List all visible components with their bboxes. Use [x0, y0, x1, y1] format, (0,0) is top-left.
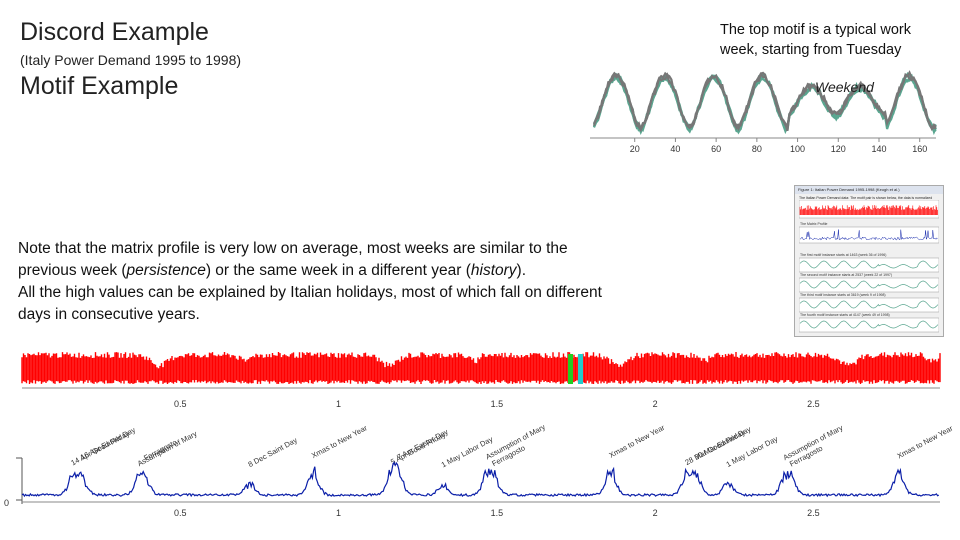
- holiday-annotation: 7 Apr Easter Day: [395, 427, 450, 462]
- thumbnail-caption-4: The fourth motif instance starts at 4147…: [800, 313, 890, 317]
- thumbnail-mp-caption: The Matrix Profile: [800, 222, 827, 226]
- thumbnail-plots: The Matrix Profile The first motif insta…: [799, 200, 939, 333]
- motif-x-tick-label: 40: [670, 144, 680, 154]
- red-series-path: [21, 352, 941, 384]
- motif-title: Motif Example: [20, 72, 179, 100]
- matrix-profile-line: [21, 461, 940, 498]
- thumb-motif-line: [799, 280, 939, 289]
- motif-lines: [592, 70, 938, 136]
- thumbnail-figure: Figure 1: Italian Power Demand 1995-1998…: [794, 185, 944, 337]
- motif-x-tick-label: 120: [831, 144, 846, 154]
- mp-x-tick-label: 1: [336, 508, 341, 518]
- red-x-tick-label: 1: [336, 399, 341, 409]
- motif-x-tick-label: 100: [790, 144, 805, 154]
- thumb-motif-line: [799, 260, 939, 269]
- holiday-annotation: Xmas to New Year: [896, 423, 955, 460]
- motif-x-tick-label: 140: [871, 144, 886, 154]
- red-x-tick-label: 0.5: [174, 399, 187, 409]
- motif-x-tick-label: 80: [752, 144, 762, 154]
- mp-x-tick-label: 0.5: [174, 508, 187, 518]
- note-line-2: previous week (persistence) or the same …: [18, 262, 526, 279]
- mp-y-label: 0: [4, 498, 9, 508]
- mp-x-tick-label: 2.5: [807, 508, 820, 518]
- motif-instance-line: [592, 70, 937, 133]
- discord-subtitle: (Italy Power Demand 1995 to 1998): [20, 52, 242, 68]
- discord-title: Discord Example: [20, 18, 209, 46]
- note-line-3: All the high values can be explained by …: [18, 284, 602, 301]
- red-x-tick-label: 2: [653, 399, 658, 409]
- thumbnail-caption-3: The third motif instance starts at 3619 …: [800, 293, 886, 297]
- motif-highlight: [578, 354, 583, 384]
- time-series-chart: 0.5 1 1.5 2 2.5: [21, 352, 941, 409]
- motif-x-tick-label: 160: [912, 144, 927, 154]
- thumb-motif-line: [799, 320, 939, 329]
- red-x-tick-label: 2.5: [807, 399, 820, 409]
- mp-path: [21, 461, 940, 498]
- thumbnail-caption: The Italian Power Demand data: The motif…: [799, 196, 933, 200]
- motif-x-tick-label: 20: [630, 144, 640, 154]
- red-series-line: [21, 352, 941, 384]
- motif-chart: 20 40 60 80 100 120 140 160 Weekend: [590, 70, 938, 154]
- red-x-tick-label: 1.5: [491, 399, 504, 409]
- thumb-mp-series: [799, 229, 938, 241]
- holiday-annotation: Xmas to New Year: [607, 423, 666, 460]
- holiday-annotation: 8 Dec Saint Day: [247, 435, 299, 469]
- note-line-4: days in consecutive years.: [18, 306, 200, 323]
- thumbnail-caption-1: The first motif instance starts at 1463 …: [800, 253, 886, 257]
- top-motif-note: The top motif is a typical work week, st…: [720, 22, 911, 58]
- thumbnail-title-bar: Figure 1: Italian Power Demand 1995-1998…: [795, 186, 943, 194]
- note-line-1: Note that the matrix profile is very low…: [18, 240, 568, 257]
- thumbnail-caption-2: The second motif instance starts at 2537…: [800, 273, 892, 277]
- holiday-annotation: Xmas to New Year: [310, 423, 369, 460]
- mp-x-tick-label: 2: [653, 508, 658, 518]
- note-text: Note that the matrix profile is very low…: [18, 238, 658, 326]
- weekend-annotation: Weekend: [815, 79, 875, 95]
- holiday-annotation: 16 Apr Easter Day: [79, 425, 137, 462]
- motif-highlight: [568, 354, 573, 384]
- thumb-motif-line: [799, 300, 939, 309]
- motif-x-tick-label: 60: [711, 144, 721, 154]
- mp-x-tick-label: 1.5: [491, 508, 504, 518]
- thumb-red-series: [799, 205, 938, 215]
